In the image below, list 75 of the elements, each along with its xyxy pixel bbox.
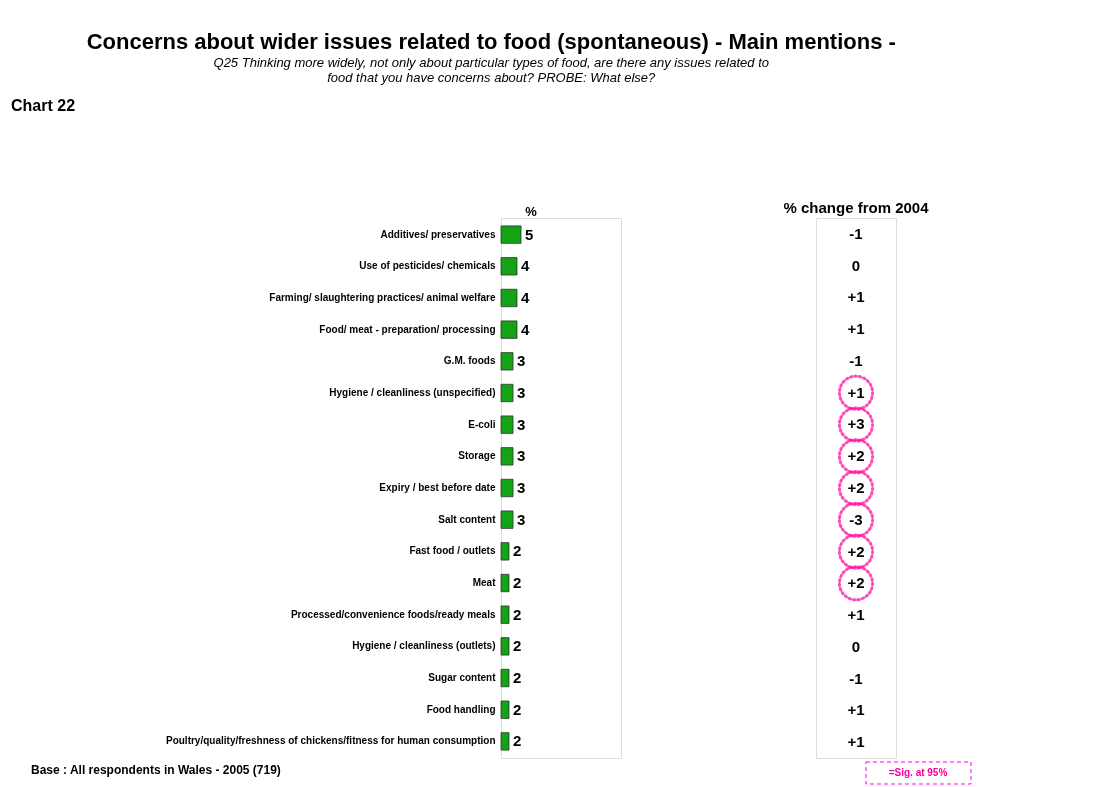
- x-axis-title: %: [525, 204, 538, 219]
- chart-subtitle: Q25 Thinking more widely, not only about particular types of food, are there any issues related to food that you have concerns about? PROBE: What else?: [213, 54, 769, 85]
- y-tick-label: Storage: [458, 450, 496, 462]
- bar: [500, 447, 514, 466]
- data-label: +2: [847, 447, 865, 465]
- data-label: 3: [517, 510, 526, 528]
- y-tick-label: Salt content: [438, 513, 497, 525]
- data-label: 4: [521, 257, 530, 275]
- data-label: -3: [849, 510, 863, 528]
- bar: [500, 320, 518, 339]
- data-label: -1: [849, 224, 863, 242]
- y-tick-label: Use of pesticides/ chemicals: [359, 260, 496, 272]
- y-tick-label: Sugar content: [428, 672, 497, 684]
- data-label: 4: [521, 288, 530, 306]
- data-label: 0: [851, 637, 861, 655]
- data-label: +1: [847, 606, 865, 624]
- bar: [500, 225, 522, 244]
- y-tick-label: Hygiene / cleanliness (outlets): [352, 640, 496, 652]
- data-label: 2: [513, 605, 522, 623]
- text: =Sig. at 95%: [888, 767, 948, 778]
- bar: [500, 478, 514, 498]
- bar: [500, 352, 514, 371]
- data-label: 5: [525, 225, 534, 243]
- data-label: +1: [847, 320, 865, 338]
- bar: [500, 542, 510, 561]
- y-tick-label: Meat: [472, 577, 497, 589]
- y-tick-label: Farming/ slaughtering practices/ animal welfare: [269, 291, 496, 303]
- bar: [500, 732, 510, 751]
- bar: [500, 257, 518, 276]
- bar: [500, 383, 514, 403]
- data-label: 2: [513, 732, 522, 750]
- text: Base : All respondents in Wales - 2005 (719): [31, 763, 281, 777]
- data-label: -1: [849, 669, 863, 687]
- data-label: 2: [513, 637, 522, 655]
- y-tick-label: Food handling: [426, 703, 496, 715]
- data-label: 3: [517, 447, 526, 465]
- data-label: 0: [851, 256, 861, 274]
- bar: [500, 605, 510, 624]
- data-label: 2: [513, 542, 522, 560]
- text: % change from 2004: [783, 199, 930, 216]
- bar: [500, 668, 510, 688]
- data-label: +1: [847, 701, 865, 719]
- y-tick-label: E-coli: [468, 418, 496, 430]
- y-tick-label: Food/ meat - preparation/ processing: [319, 323, 496, 335]
- data-label: 2: [513, 669, 522, 687]
- bar: [500, 573, 510, 593]
- caption: Chart 22: [11, 97, 76, 114]
- data-label: +1: [847, 733, 865, 751]
- y-tick-label: Hygiene / cleanliness (unspecified): [329, 386, 496, 398]
- data-label: +2: [847, 542, 865, 560]
- data-label: +1: [847, 383, 865, 401]
- y-tick-label: Fast food / outlets: [409, 545, 496, 557]
- bar: [500, 637, 510, 656]
- data-label: -1: [849, 351, 863, 369]
- bar: [500, 415, 514, 434]
- data-label: +3: [847, 415, 865, 433]
- y-tick-label: Additives/ preservatives: [380, 228, 496, 240]
- bar: [500, 700, 510, 719]
- y-tick-label: Expiry / best before date: [379, 482, 496, 493]
- data-label: 4: [521, 320, 530, 338]
- bar: [500, 510, 514, 529]
- data-label: 2: [513, 700, 522, 718]
- data-label: 3: [517, 415, 526, 433]
- chart-title: Concerns about wider issues related to food (spontaneous) - Main mentions -: [86, 28, 896, 54]
- data-label: +1: [847, 288, 865, 306]
- bar: [500, 288, 518, 308]
- data-label: 3: [517, 383, 526, 401]
- data-label: +2: [847, 574, 865, 592]
- data-label: 3: [517, 479, 526, 496]
- data-label: +2: [847, 479, 865, 496]
- data-label: 3: [517, 352, 526, 370]
- data-label: 2: [513, 574, 522, 592]
- y-tick-label: G.M. foods: [443, 355, 496, 367]
- y-tick-label: Processed/convenience foods/ready meals: [290, 608, 496, 620]
- y-tick-label: Poultry/quality/freshness of chickens/fitness for human consumption: [165, 735, 496, 747]
